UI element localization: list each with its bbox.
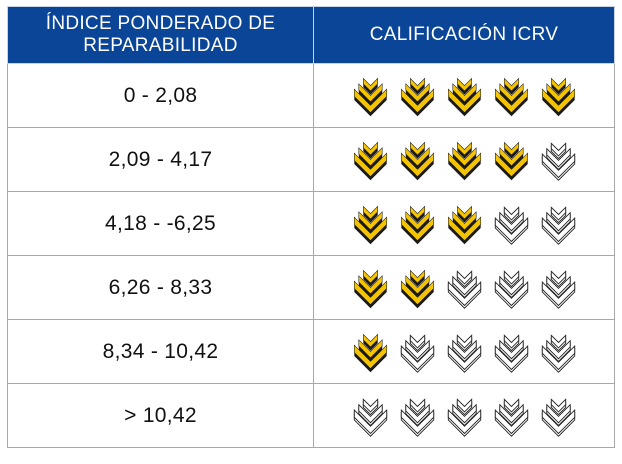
rating-icons <box>314 265 614 310</box>
table-row: 6,26 - 8,33 <box>7 255 615 320</box>
chevron-stack-outline-icon <box>541 398 575 437</box>
chevron-stack-outline-icon <box>494 334 528 373</box>
chevron-stack-outline-icon <box>353 398 387 437</box>
table-row: 8,34 - 10,42 <box>7 319 615 384</box>
chevron-stack-outline-icon <box>541 270 575 309</box>
range-cell: 6,26 - 8,33 <box>7 255 314 320</box>
chevron-stack-filled-icon <box>353 333 387 373</box>
chevron-stack-outline-icon <box>494 206 528 245</box>
rating-cell <box>313 383 615 448</box>
chevron-stack-filled-icon <box>353 269 387 309</box>
chevron-stack-filled-icon <box>494 141 528 181</box>
table-row: 0 - 2,08 <box>7 63 615 128</box>
range-cell: 0 - 2,08 <box>7 63 314 128</box>
repairability-table: ÍNDICE PONDERADO DE REPARABILIDAD CALIFI… <box>7 6 615 448</box>
chevron-stack-filled-icon <box>447 141 481 181</box>
rating-icons <box>314 73 614 118</box>
chevron-stack-filled-icon <box>353 141 387 181</box>
range-cell: 8,34 - 10,42 <box>7 319 314 384</box>
chevron-stack-outline-icon <box>494 270 528 309</box>
chevron-stack-outline-icon <box>447 334 481 373</box>
rating-icons <box>314 137 614 182</box>
table-row: 2,09 - 4,17 <box>7 127 615 192</box>
chevron-stack-filled-icon <box>400 205 434 245</box>
table-row: > 10,42 <box>7 383 615 448</box>
rating-icons <box>314 201 614 246</box>
chevron-stack-filled-icon <box>400 77 434 117</box>
chevron-stack-outline-icon <box>400 398 434 437</box>
chevron-stack-outline-icon <box>541 334 575 373</box>
rating-cell <box>313 191 615 256</box>
chevron-stack-filled-icon <box>400 141 434 181</box>
chevron-stack-outline-icon <box>541 206 575 245</box>
rating-header: CALIFICACIÓN ICRV <box>313 6 615 64</box>
rating-cell <box>313 255 615 320</box>
rating-cell <box>313 63 615 128</box>
rating-cell <box>313 127 615 192</box>
rating-icons <box>314 393 614 438</box>
rating-icons <box>314 329 614 374</box>
range-cell: > 10,42 <box>7 383 314 448</box>
chevron-stack-filled-icon <box>353 205 387 245</box>
chevron-stack-outline-icon <box>447 398 481 437</box>
chevron-stack-filled-icon <box>400 269 434 309</box>
header-row: ÍNDICE PONDERADO DE REPARABILIDAD CALIFI… <box>7 6 615 64</box>
chevron-stack-outline-icon <box>541 142 575 181</box>
range-cell: 2,09 - 4,17 <box>7 127 314 192</box>
chevron-stack-outline-icon <box>400 334 434 373</box>
table-row: 4,18 - -6,25 <box>7 191 615 256</box>
chevron-stack-outline-icon <box>494 398 528 437</box>
chevron-stack-filled-icon <box>494 77 528 117</box>
chevron-stack-filled-icon <box>447 77 481 117</box>
chevron-stack-filled-icon <box>541 77 575 117</box>
chevron-stack-outline-icon <box>447 270 481 309</box>
chevron-stack-filled-icon <box>447 205 481 245</box>
rating-cell <box>313 319 615 384</box>
chevron-stack-filled-icon <box>353 77 387 117</box>
index-header: ÍNDICE PONDERADO DE REPARABILIDAD <box>7 6 314 64</box>
range-cell: 4,18 - -6,25 <box>7 191 314 256</box>
